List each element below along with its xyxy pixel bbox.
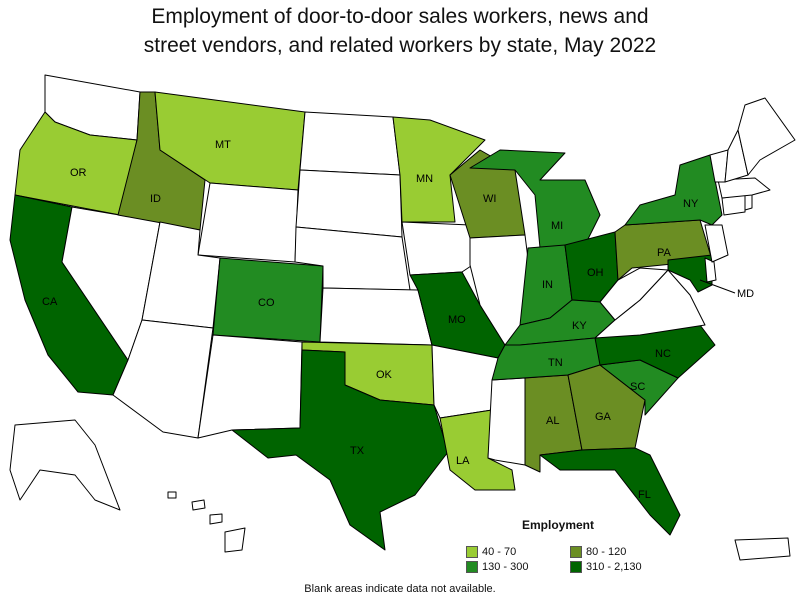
- state-ks[interactable]: [319, 287, 433, 346]
- label-mn: MN: [416, 173, 433, 185]
- state-tx[interactable]: [231, 349, 449, 551]
- state-ny[interactable]: [624, 154, 723, 226]
- label-pa: PA: [657, 247, 672, 259]
- state-sd[interactable]: [295, 169, 403, 238]
- legend-item-4: 310 - 2,130: [570, 561, 642, 573]
- state-ma[interactable]: [717, 177, 771, 199]
- state-ga[interactable]: [567, 364, 646, 451]
- label-ky: KY: [572, 320, 587, 332]
- territory-pr[interactable]: [734, 537, 791, 561]
- label-or: OR: [70, 167, 87, 179]
- label-oh: OH: [587, 267, 604, 279]
- state-hi-2[interactable]: [191, 499, 206, 511]
- legend-label-2: 80 - 120: [586, 546, 627, 558]
- legend-swatch-2: [570, 546, 582, 558]
- state-hi-3[interactable]: [209, 513, 223, 525]
- legend-item-1: 40 - 70: [466, 546, 516, 558]
- label-mt: MT: [215, 139, 231, 151]
- label-la: LA: [456, 455, 470, 467]
- map-title: Employment of door-to-door sales workers…: [0, 2, 800, 60]
- state-ar[interactable]: [431, 344, 499, 419]
- label-id: ID: [150, 193, 161, 205]
- state-nd[interactable]: [299, 111, 401, 176]
- state-wy[interactable]: [197, 182, 299, 263]
- state-fl[interactable]: [539, 447, 681, 536]
- label-sc: SC: [630, 381, 645, 393]
- state-ak[interactable]: [9, 419, 121, 511]
- legend-swatch-1: [466, 546, 478, 558]
- legend-swatch-3: [466, 561, 478, 573]
- label-wi: WI: [483, 193, 496, 205]
- label-in: IN: [542, 279, 553, 291]
- label-ok: OK: [376, 369, 393, 381]
- label-md: MD: [737, 288, 754, 300]
- state-hi-1[interactable]: [167, 491, 177, 499]
- footnote: Blank areas indicate data not available.: [304, 583, 496, 595]
- legend-item-3: 130 - 300: [466, 561, 528, 573]
- state-hi-4[interactable]: [224, 527, 246, 553]
- state-ms[interactable]: [487, 377, 526, 466]
- title-line-2: street vendors, and related workers by s…: [143, 34, 657, 57]
- label-ny: NY: [683, 198, 699, 210]
- legend-swatch-4: [570, 561, 582, 573]
- label-tx: TX: [350, 445, 365, 457]
- legend-label-1: 40 - 70: [482, 546, 517, 558]
- label-al: AL: [546, 415, 559, 427]
- state-me[interactable]: [737, 97, 796, 176]
- label-mo: MO: [448, 314, 466, 326]
- label-fl: FL: [638, 489, 651, 501]
- legend-label-4: 310 - 2,130: [586, 561, 642, 573]
- label-nc: NC: [655, 348, 671, 360]
- state-nm[interactable]: [197, 334, 303, 439]
- state-de[interactable]: [704, 257, 717, 283]
- label-mi: MI: [551, 220, 563, 232]
- md-leader-line: [699, 279, 736, 294]
- legend-title: Employment: [522, 518, 595, 532]
- state-mi[interactable]: [469, 149, 601, 249]
- title-line-1: Employment of door-to-door sales workers…: [151, 5, 649, 28]
- legend-item-2: 80 - 120: [570, 546, 626, 558]
- legend-label-3: 130 - 300: [482, 561, 529, 573]
- state-wi[interactable]: [449, 149, 526, 239]
- state-mn[interactable]: [392, 116, 486, 223]
- state-nj[interactable]: [704, 224, 729, 263]
- label-tn: TN: [548, 357, 563, 369]
- state-ri[interactable]: [744, 194, 753, 211]
- label-co: CO: [258, 297, 275, 309]
- state-az[interactable]: [112, 319, 214, 439]
- label-ca: CA: [42, 296, 58, 308]
- label-ga: GA: [595, 411, 612, 423]
